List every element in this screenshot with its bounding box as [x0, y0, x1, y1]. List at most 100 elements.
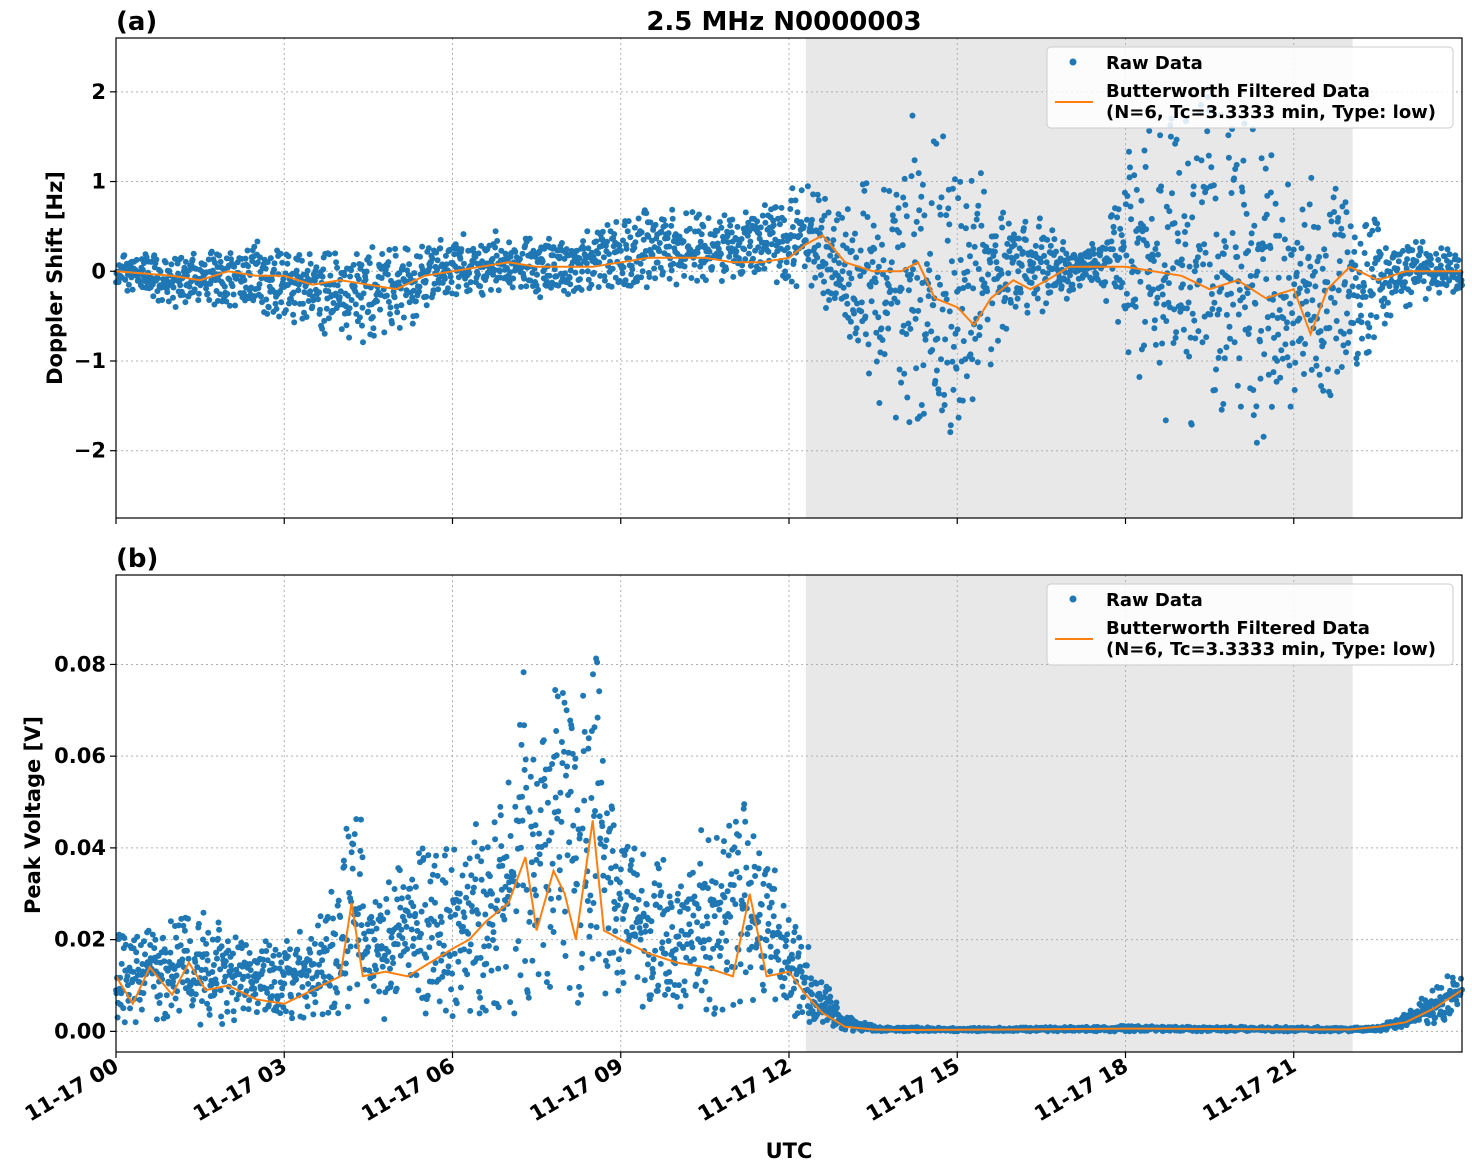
- raw-data-point: [805, 248, 812, 255]
- raw-data-point: [861, 187, 868, 194]
- raw-data-point: [554, 815, 561, 822]
- raw-data-point: [277, 288, 284, 294]
- raw-data-point: [534, 271, 540, 278]
- raw-data-point: [717, 945, 724, 951]
- raw-data-point: [1133, 186, 1140, 193]
- raw-data-point: [783, 937, 790, 944]
- raw-data-point: [875, 263, 882, 270]
- raw-data-point: [436, 940, 443, 947]
- raw-data-point: [1063, 295, 1070, 302]
- raw-data-point: [1286, 274, 1292, 281]
- raw-data-point: [235, 991, 242, 998]
- raw-data-point: [413, 920, 420, 926]
- raw-data-point: [567, 717, 574, 724]
- raw-data-point: [580, 692, 587, 699]
- raw-data-point: [948, 323, 955, 330]
- raw-data-point: [1165, 280, 1172, 287]
- raw-data-point: [1373, 314, 1380, 320]
- raw-data-point: [254, 238, 261, 245]
- raw-data-point: [511, 1010, 518, 1017]
- raw-data-point: [920, 410, 927, 417]
- raw-data-point: [204, 290, 211, 297]
- raw-data-point: [1311, 268, 1318, 275]
- raw-data-point: [268, 276, 275, 283]
- raw-data-point: [791, 929, 798, 936]
- raw-data-point: [843, 293, 850, 300]
- panel-a-legend: Raw Data Butterworth Filtered Data (N=6,…: [1046, 46, 1454, 129]
- raw-data-point: [772, 996, 779, 1003]
- raw-data-point: [1277, 374, 1284, 381]
- raw-data-point: [1245, 248, 1252, 254]
- raw-data-point: [620, 264, 627, 271]
- raw-data-point: [190, 250, 197, 257]
- raw-data-point: [559, 690, 566, 696]
- raw-data-point: [449, 1013, 456, 1020]
- raw-data-point: [658, 228, 665, 235]
- raw-data-point: [1149, 253, 1156, 260]
- raw-data-point: [569, 750, 576, 757]
- raw-data-point: [972, 260, 979, 267]
- raw-data-point: [832, 290, 839, 297]
- raw-data-point: [967, 351, 974, 358]
- raw-data-point: [1188, 421, 1195, 428]
- raw-data-point: [142, 951, 148, 958]
- raw-data-point: [289, 1015, 296, 1022]
- raw-data-point: [1125, 302, 1131, 309]
- raw-data-point: [1024, 302, 1030, 309]
- raw-data-point: [1367, 312, 1374, 319]
- raw-data-point: [579, 950, 586, 957]
- raw-data-point: [1178, 256, 1185, 263]
- raw-data-point: [351, 283, 358, 290]
- raw-data-point: [240, 1005, 247, 1012]
- raw-data-point: [790, 257, 797, 264]
- raw-data-point: [1115, 206, 1122, 213]
- raw-data-point: [758, 901, 765, 908]
- raw-data-point: [596, 259, 603, 266]
- raw-data-point: [271, 266, 277, 273]
- raw-data-point: [1034, 295, 1041, 302]
- raw-data-point: [929, 347, 936, 353]
- raw-data-point: [1335, 215, 1342, 221]
- raw-data-point: [1338, 225, 1345, 232]
- raw-data-point: [652, 947, 659, 954]
- raw-data-point: [1409, 247, 1416, 254]
- raw-data-point: [604, 810, 610, 817]
- raw-data-point: [277, 1010, 284, 1017]
- raw-data-point: [650, 970, 657, 976]
- raw-data-point: [1013, 289, 1020, 296]
- raw-data-point: [334, 902, 341, 909]
- raw-data-point: [494, 897, 501, 904]
- raw-data-point: [284, 953, 291, 960]
- raw-data-point: [437, 931, 444, 938]
- raw-data-point: [202, 975, 209, 982]
- raw-data-point: [737, 998, 744, 1005]
- raw-data-point: [423, 302, 430, 309]
- raw-data-point: [364, 949, 371, 955]
- raw-data-point: [1102, 245, 1109, 252]
- raw-data-point: [360, 339, 366, 346]
- raw-data-point: [1174, 230, 1181, 237]
- raw-data-point: [1015, 235, 1022, 242]
- raw-data-point: [1024, 309, 1031, 316]
- raw-data-point: [1166, 208, 1173, 215]
- raw-data-point: [1221, 355, 1228, 362]
- raw-data-point: [556, 854, 563, 860]
- raw-data-point: [280, 972, 287, 979]
- raw-data-point: [615, 956, 622, 963]
- raw-data-point: [754, 218, 761, 225]
- raw-data-point: [133, 949, 140, 956]
- raw-data-point: [466, 270, 473, 277]
- raw-data-point: [463, 282, 470, 289]
- raw-data-point: [469, 889, 476, 896]
- raw-data-point: [346, 334, 353, 341]
- raw-data-point: [810, 191, 817, 198]
- raw-data-point: [358, 816, 364, 823]
- raw-data-point: [923, 331, 929, 338]
- raw-data-point: [715, 938, 722, 945]
- raw-data-point: [518, 741, 525, 748]
- raw-data-point: [1181, 213, 1188, 220]
- raw-data-point: [917, 225, 924, 232]
- raw-data-point: [1135, 235, 1142, 242]
- raw-data-point: [1444, 246, 1451, 253]
- raw-data-point: [342, 970, 349, 977]
